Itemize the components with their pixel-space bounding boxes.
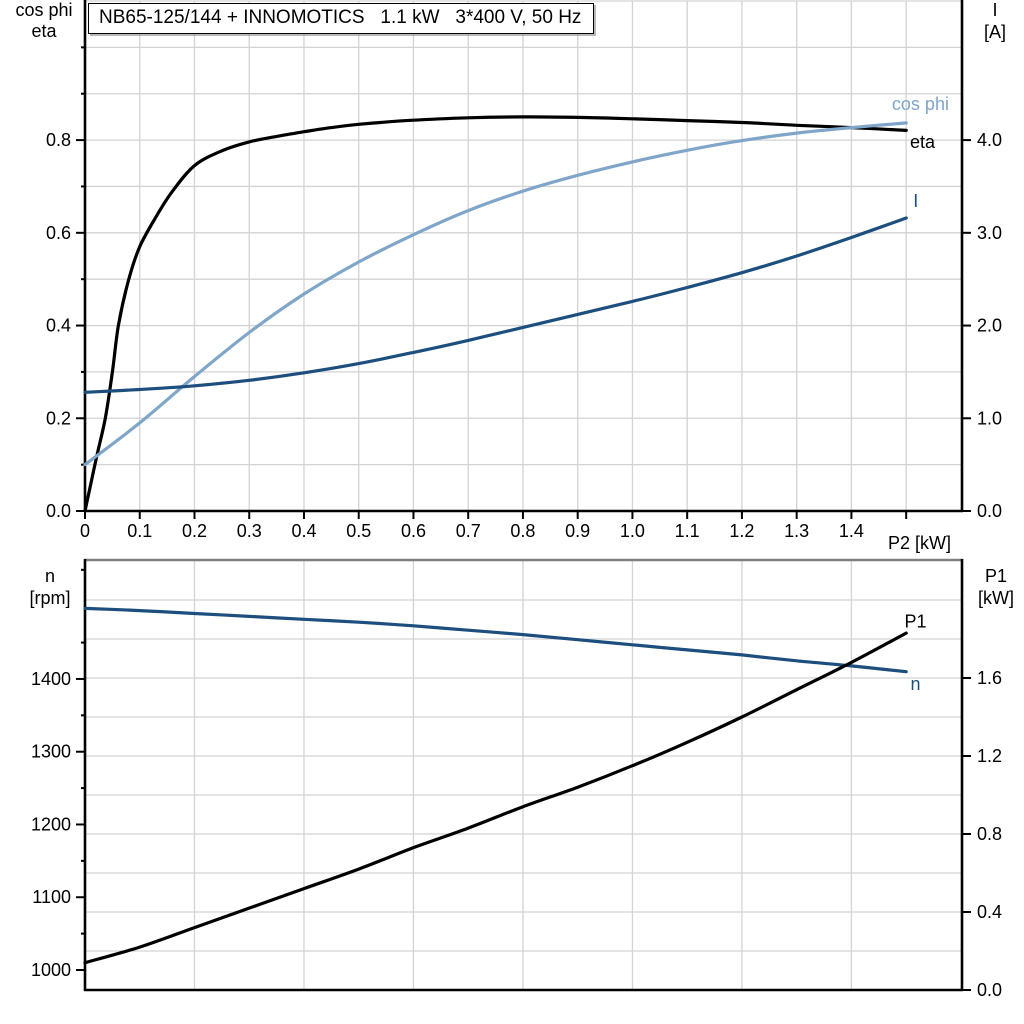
x-tick-label: 1.4 [839, 521, 864, 541]
x-tick-label: 0.6 [401, 521, 426, 541]
left-tick-label: 1100 [32, 887, 71, 907]
right-tick-label: 0.0 [977, 980, 1002, 1000]
i-curve-label: I [913, 191, 918, 211]
left-tick-label: 0.4 [46, 316, 71, 336]
x-tick-label: 0.2 [182, 521, 207, 541]
right-tick-label: 4.0 [977, 130, 1002, 150]
cos-phi-curve-label: cos phi [892, 94, 949, 114]
right-axis-title: P1 [985, 566, 1007, 586]
x-tick-label: 0.8 [510, 521, 535, 541]
x-tick-label: 0.5 [346, 521, 371, 541]
n-curve-label: n [911, 674, 921, 694]
left-tick-label: 1000 [31, 960, 71, 980]
x-axis-title: P2 [kW] [888, 533, 951, 553]
left-axis-title: n [45, 566, 55, 586]
chart-title: NB65-125/144 + INNOMOTICS 1.1 kW 3*400 V… [88, 3, 595, 34]
x-tick-label: 0.3 [237, 521, 262, 541]
eta-curve [83, 115, 908, 513]
x-tick-label: 0 [80, 521, 90, 541]
x-tick-label: 1.3 [784, 521, 809, 541]
left-axis-title: eta [31, 21, 57, 41]
right-tick-label: 3.0 [977, 223, 1002, 243]
right-axis-title: I [992, 0, 997, 20]
x-tick-label: 1.0 [620, 521, 645, 541]
right-axis-title: [kW] [978, 588, 1014, 608]
left-axis-title: cos phi [15, 0, 72, 20]
left-axis-title: [rpm] [29, 588, 70, 608]
left-tick-label: 1400 [31, 669, 71, 689]
x-tick-label: 0.1 [127, 521, 152, 541]
right-tick-label: 0.8 [977, 824, 1002, 844]
right-tick-label: 0.4 [977, 902, 1002, 922]
eta-curve-label: eta [910, 132, 936, 152]
left-tick-label: 1200 [31, 814, 71, 834]
cos-phi-curve [83, 121, 908, 467]
right-tick-label: 1.6 [977, 668, 1002, 688]
left-tick-label: 0.0 [46, 501, 71, 521]
x-tick-label: 1.2 [729, 521, 754, 541]
right-tick-label: 1.0 [977, 408, 1002, 428]
left-tick-label: 0.8 [46, 130, 71, 150]
left-tick-label: 1300 [31, 742, 71, 762]
p1-curve [83, 631, 908, 965]
i-curve [83, 216, 908, 394]
right-tick-label: 0.0 [977, 501, 1002, 521]
x-tick-label: 0.7 [456, 521, 481, 541]
n-curve [83, 606, 908, 674]
x-tick-label: 0.9 [565, 521, 590, 541]
right-tick-label: 2.0 [977, 316, 1002, 336]
left-tick-label: 0.2 [46, 408, 71, 428]
x-tick-label: 0.4 [291, 521, 316, 541]
x-tick-label: 1.1 [675, 521, 700, 541]
left-tick-label: 0.6 [46, 223, 71, 243]
right-axis-title: [A] [984, 22, 1006, 42]
right-tick-label: 1.2 [977, 746, 1002, 766]
p1-curve-label: P1 [905, 611, 927, 631]
